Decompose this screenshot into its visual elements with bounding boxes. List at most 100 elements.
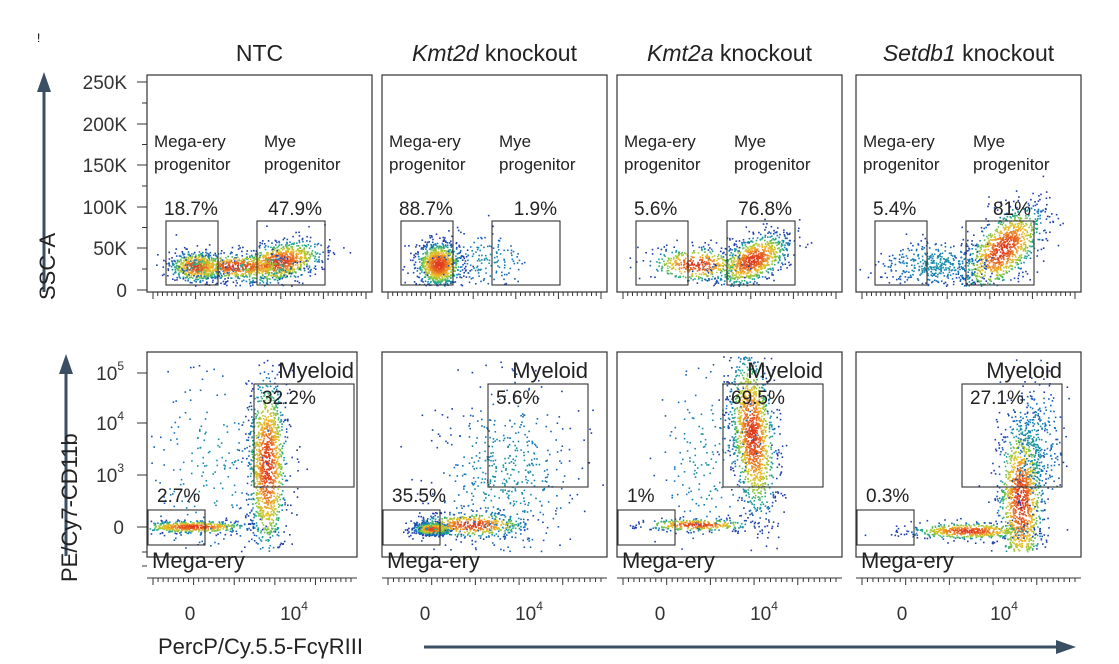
- event-dot: [191, 253, 193, 255]
- event-dot: [268, 272, 271, 274]
- event-dot: [236, 282, 238, 284]
- event-dot: [692, 279, 695, 281]
- event-dot: [758, 274, 760, 277]
- event-dot: [432, 272, 435, 275]
- event-dot: [985, 267, 987, 269]
- event-dot: [234, 275, 237, 278]
- event-dot: [689, 260, 692, 262]
- event-dot: [283, 237, 286, 239]
- event-dot: [263, 259, 265, 262]
- event-dot: [291, 265, 293, 268]
- event-dot: [450, 274, 452, 276]
- event-dot: [277, 268, 279, 270]
- event-dot: [427, 258, 429, 261]
- event-dot: [249, 285, 252, 287]
- event-dot: [706, 257, 708, 260]
- event-dot: [291, 268, 294, 270]
- event-dot: [679, 275, 681, 278]
- event-dot: [429, 261, 431, 263]
- event-dot: [213, 259, 215, 262]
- event-dot: [449, 254, 452, 256]
- event-dot: [770, 225, 773, 228]
- event-dot: [449, 262, 451, 264]
- event-dot: [263, 268, 265, 271]
- event-dot: [472, 277, 474, 279]
- event-dot: [225, 272, 227, 274]
- event-dot: [961, 243, 963, 245]
- event-dot: [451, 263, 453, 265]
- event-dot: [715, 267, 717, 269]
- event-dot: [464, 260, 467, 262]
- event-dot: [187, 259, 189, 261]
- event-dot: [748, 276, 750, 279]
- event-dot: [248, 273, 251, 276]
- gate-label-line-2: progenitor: [734, 155, 811, 174]
- event-dot: [265, 255, 267, 257]
- event-dot: [1044, 207, 1047, 210]
- event-dot: [463, 257, 466, 260]
- event-dot: [271, 272, 273, 274]
- event-dot: [314, 273, 317, 276]
- event-dot: [1030, 245, 1032, 248]
- event-dot: [283, 265, 285, 267]
- event-dot: [262, 263, 264, 266]
- event-dot: [298, 250, 300, 253]
- event-dot: [785, 242, 788, 244]
- event-dot: [764, 246, 767, 249]
- event-dot: [320, 244, 322, 247]
- event-dot: [735, 265, 738, 268]
- event-dot: [1026, 252, 1028, 254]
- event-dot: [693, 264, 696, 266]
- event-dot: [272, 247, 274, 249]
- event-dot: [419, 266, 421, 268]
- event-dot: [197, 254, 200, 256]
- event-dot: [1025, 215, 1027, 217]
- event-dot: [755, 270, 758, 273]
- event-dot: [467, 272, 470, 275]
- event-dot: [720, 277, 722, 280]
- event-dot: [285, 252, 287, 254]
- event-dot: [439, 272, 442, 274]
- event-dot: [432, 243, 435, 246]
- event-dot: [445, 241, 447, 243]
- event-dot: [1029, 279, 1031, 281]
- event-dot: [714, 264, 717, 267]
- event-dot: [204, 264, 206, 267]
- event-dot: [429, 256, 432, 258]
- event-dot: [753, 266, 755, 268]
- event-dot: [303, 269, 306, 272]
- event-dot: [708, 278, 711, 280]
- event-dot: [219, 277, 222, 279]
- event-dot: [266, 276, 268, 278]
- event-dot: [303, 252, 306, 255]
- event-dot: [448, 252, 450, 254]
- event-dot: [444, 266, 446, 268]
- x-axis: 0 104 0 104 0 104 0 104 PercP/Cy.5.5-FcγRIII: [158, 599, 1076, 659]
- event-dot: [740, 271, 743, 273]
- event-dot: [284, 273, 287, 276]
- event-dot: [259, 278, 261, 281]
- event-dot: [286, 257, 289, 259]
- event-dot: [755, 264, 758, 266]
- event-dot: [463, 262, 466, 265]
- event-dot: [213, 273, 215, 276]
- event-dot: [501, 274, 503, 277]
- event-dot: [190, 271, 193, 273]
- event-dot: [1020, 228, 1022, 231]
- event-dot: [207, 263, 209, 266]
- event-dot: [753, 243, 756, 246]
- event-dot: [304, 251, 306, 253]
- event-dot: [713, 284, 715, 287]
- event-dot: [693, 251, 696, 254]
- event-dot: [445, 279, 448, 282]
- event-dot: [734, 277, 736, 280]
- event-dot: [771, 263, 773, 265]
- event-dot: [266, 260, 269, 263]
- event-dot: [753, 244, 755, 247]
- event-dot: [458, 257, 461, 259]
- event-dot: [472, 253, 475, 255]
- event-dot: [667, 269, 670, 272]
- event-dot: [728, 263, 730, 266]
- event-dot: [233, 263, 236, 265]
